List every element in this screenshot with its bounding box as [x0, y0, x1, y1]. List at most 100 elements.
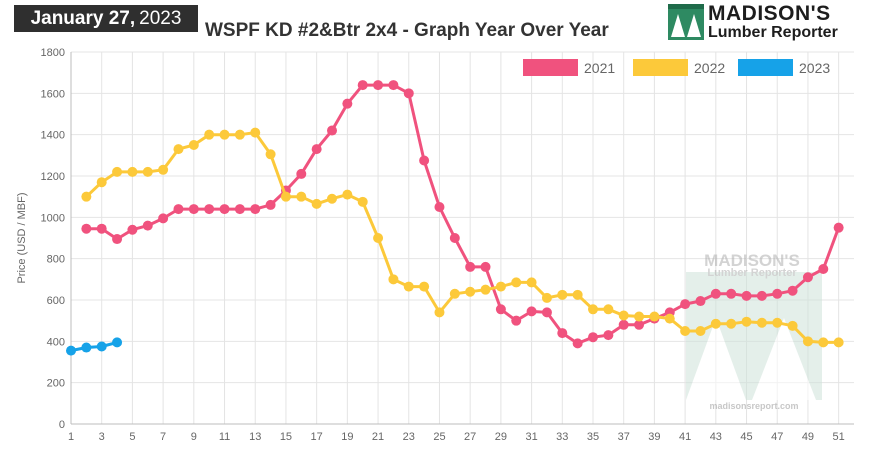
- data-point-2021[interactable]: [741, 290, 752, 301]
- data-point-2022[interactable]: [250, 127, 261, 138]
- data-point-2022[interactable]: [664, 313, 675, 324]
- data-point-2021[interactable]: [588, 332, 598, 343]
- data-point-2022[interactable]: [373, 233, 384, 243]
- data-point-2022[interactable]: [158, 164, 169, 175]
- data-point-2023[interactable]: [96, 341, 107, 352]
- data-point-2021[interactable]: [204, 204, 215, 215]
- data-point-2022[interactable]: [327, 193, 337, 204]
- data-point-2022[interactable]: [81, 191, 92, 202]
- data-point-2021[interactable]: [802, 272, 813, 283]
- data-point-2021[interactable]: [634, 319, 645, 330]
- data-point-2022[interactable]: [480, 284, 491, 295]
- data-point-2023[interactable]: [81, 342, 92, 353]
- data-point-2021[interactable]: [572, 338, 583, 349]
- data-point-2021[interactable]: [726, 288, 737, 299]
- data-point-2021[interactable]: [250, 204, 261, 215]
- data-point-2021[interactable]: [787, 285, 798, 296]
- data-point-2022[interactable]: [188, 140, 199, 150]
- data-point-2022[interactable]: [234, 129, 245, 140]
- data-point-2022[interactable]: [280, 191, 291, 202]
- data-point-2021[interactable]: [342, 98, 353, 109]
- data-point-2021[interactable]: [434, 202, 445, 212]
- data-point-2021[interactable]: [710, 288, 721, 299]
- data-point-2021[interactable]: [173, 204, 184, 215]
- data-point-2022[interactable]: [511, 277, 522, 288]
- data-point-2021[interactable]: [618, 319, 629, 330]
- data-point-2021[interactable]: [541, 307, 552, 318]
- data-point-2022[interactable]: [572, 289, 583, 300]
- data-point-2021[interactable]: [219, 204, 230, 215]
- data-point-2022[interactable]: [219, 129, 230, 140]
- data-point-2022[interactable]: [265, 149, 276, 160]
- data-point-2021[interactable]: [772, 288, 783, 299]
- data-point-2022[interactable]: [695, 326, 706, 336]
- data-point-2021[interactable]: [403, 88, 414, 99]
- data-point-2022[interactable]: [434, 307, 445, 318]
- data-point-2023[interactable]: [66, 345, 76, 356]
- data-point-2022[interactable]: [311, 198, 322, 209]
- data-point-2022[interactable]: [142, 166, 153, 177]
- data-point-2022[interactable]: [833, 337, 844, 348]
- data-point-2021[interactable]: [158, 213, 169, 224]
- data-point-2021[interactable]: [311, 144, 322, 155]
- data-point-2021[interactable]: [112, 234, 123, 245]
- data-point-2022[interactable]: [618, 310, 629, 321]
- data-point-2023[interactable]: [112, 337, 123, 348]
- data-point-2021[interactable]: [357, 80, 368, 91]
- legend-item-2021[interactable]: 2021: [523, 59, 615, 76]
- data-point-2022[interactable]: [603, 304, 614, 315]
- data-point-2022[interactable]: [173, 144, 184, 155]
- data-point-2021[interactable]: [419, 155, 430, 166]
- data-point-2021[interactable]: [695, 296, 706, 307]
- data-point-2022[interactable]: [449, 288, 460, 299]
- data-point-2022[interactable]: [588, 304, 598, 315]
- data-point-2022[interactable]: [756, 317, 767, 328]
- data-point-2022[interactable]: [772, 317, 783, 328]
- data-point-2022[interactable]: [465, 286, 476, 297]
- data-point-2021[interactable]: [188, 204, 199, 215]
- data-point-2021[interactable]: [680, 299, 691, 310]
- data-point-2021[interactable]: [327, 125, 337, 136]
- data-point-2021[interactable]: [234, 204, 245, 215]
- data-point-2022[interactable]: [787, 320, 798, 331]
- data-point-2022[interactable]: [419, 281, 430, 292]
- data-point-2021[interactable]: [296, 168, 307, 179]
- data-point-2022[interactable]: [541, 292, 552, 303]
- data-point-2022[interactable]: [357, 196, 368, 207]
- data-point-2021[interactable]: [373, 80, 384, 91]
- data-point-2022[interactable]: [403, 281, 414, 292]
- data-point-2021[interactable]: [557, 328, 568, 339]
- data-point-2022[interactable]: [818, 337, 829, 348]
- data-point-2022[interactable]: [112, 166, 123, 177]
- data-point-2022[interactable]: [296, 191, 307, 202]
- data-point-2022[interactable]: [802, 336, 813, 347]
- data-point-2022[interactable]: [495, 281, 506, 292]
- data-point-2021[interactable]: [833, 222, 844, 233]
- data-point-2022[interactable]: [680, 326, 691, 336]
- data-point-2021[interactable]: [142, 220, 153, 231]
- data-point-2021[interactable]: [511, 315, 522, 326]
- data-point-2022[interactable]: [710, 318, 721, 329]
- data-point-2021[interactable]: [127, 224, 138, 235]
- data-point-2022[interactable]: [96, 177, 107, 188]
- data-point-2021[interactable]: [465, 261, 476, 272]
- data-point-2022[interactable]: [342, 189, 353, 200]
- data-point-2021[interactable]: [388, 80, 399, 91]
- data-point-2021[interactable]: [265, 199, 276, 210]
- data-point-2022[interactable]: [204, 129, 215, 140]
- data-point-2022[interactable]: [726, 318, 737, 329]
- data-point-2021[interactable]: [603, 330, 614, 341]
- data-point-2021[interactable]: [480, 261, 491, 272]
- data-point-2021[interactable]: [756, 290, 767, 301]
- data-point-2022[interactable]: [526, 277, 537, 288]
- data-point-2022[interactable]: [649, 311, 660, 322]
- legend-item-2023[interactable]: 2023: [738, 59, 830, 76]
- data-point-2021[interactable]: [96, 223, 107, 234]
- data-point-2022[interactable]: [634, 311, 645, 322]
- data-point-2021[interactable]: [818, 264, 829, 274]
- data-point-2021[interactable]: [81, 223, 92, 234]
- data-point-2021[interactable]: [495, 304, 506, 315]
- data-point-2022[interactable]: [388, 274, 399, 285]
- data-point-2022[interactable]: [127, 166, 138, 177]
- data-point-2022[interactable]: [741, 316, 752, 327]
